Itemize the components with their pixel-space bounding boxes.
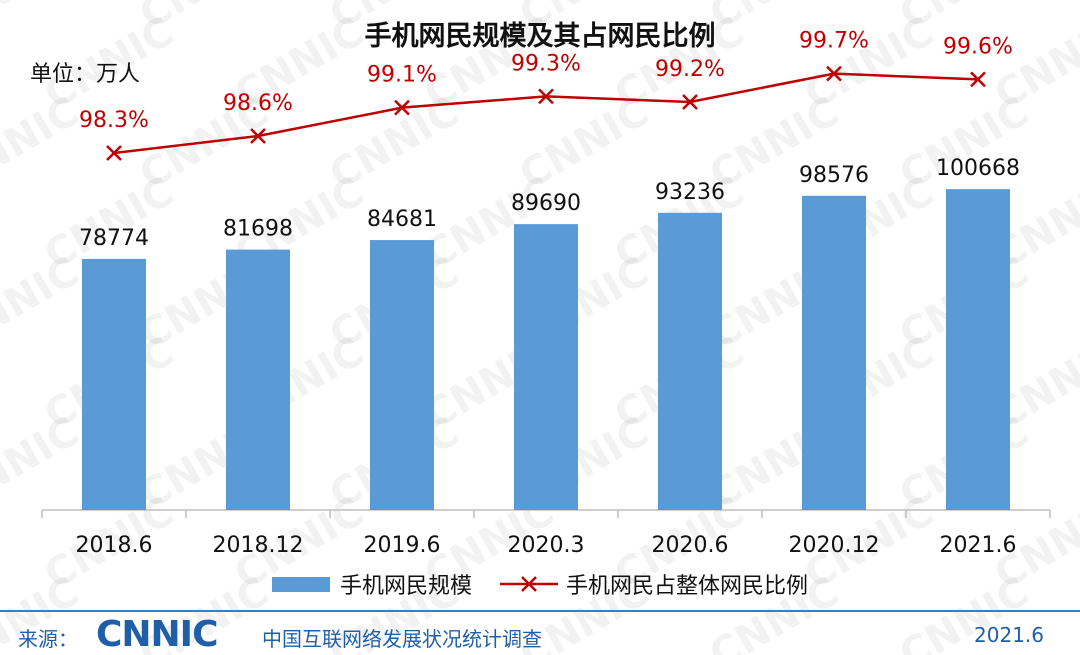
bar-2021.6 [946, 189, 1010, 511]
bar-2019.6 [370, 240, 434, 510]
bar-value-label: 100668 [936, 156, 1020, 181]
bar-value-label: 89690 [511, 191, 581, 216]
ratio-value-label: 99.7% [799, 29, 869, 54]
ratio-value-label: 99.3% [511, 51, 581, 76]
bar-value-label: 98576 [799, 163, 869, 188]
ratio-value-label: 98.6% [223, 91, 293, 116]
cnnic-logo: CNNIC [96, 614, 218, 655]
footer-divider [0, 610, 1080, 612]
x-tick-label: 2020.12 [789, 533, 880, 558]
x-tick-label: 2019.6 [364, 533, 441, 558]
bar-value-label: 93236 [655, 180, 725, 205]
legend-bar-swatch [271, 576, 330, 592]
legend-item-bar: 手机网民规模 [271, 568, 472, 600]
ratio-marker [538, 88, 554, 105]
unit-label: 单位：万人 [30, 62, 141, 87]
footer-source-name: 中国互联网络发展状况统计调查 [262, 627, 542, 651]
bar-value-label: 81698 [223, 217, 293, 242]
chart-plot: 78774 2018.6 81698 2018.12 84681 2019.6 89690 2… [41, 29, 1051, 558]
bar-2020.3 [514, 224, 578, 510]
legend-line-swatch [500, 576, 558, 592]
footer-source-label: 来源： [18, 627, 78, 651]
legend-item-line: 手机网民占整体网民比例 [472, 568, 808, 600]
legend-label-line: 手机网民占整体网民比例 [566, 574, 809, 599]
ratio-marker [682, 94, 698, 110]
x-tick-label: 2020.6 [652, 533, 729, 558]
bar-2020.12 [802, 195, 866, 510]
x-tick-label: 2018.6 [76, 533, 153, 558]
footer-date: 2021.6 [974, 623, 1044, 647]
legend-label-bar: 手机网民规模 [339, 574, 472, 599]
chart-legend: 手机网民规模 手机网民占整体网民比例 [0, 568, 1080, 600]
bar-value-label: 84681 [367, 207, 437, 232]
ratio-marker [970, 71, 986, 88]
bar-2020.6 [658, 212, 722, 511]
ratio-marker [250, 128, 266, 144]
bar-value-label: 78774 [79, 226, 149, 251]
bar-2018.12 [226, 249, 290, 510]
chart-title: 手机网民规模及其占网民比例 [364, 21, 716, 52]
bar-2018.6 [82, 258, 146, 510]
ratio-value-label: 99.2% [655, 57, 725, 82]
ratio-marker [826, 65, 842, 82]
footer: 来源： CNNIC 中国互联网络发展状况统计调查 2021.6 [0, 614, 1080, 655]
ratio-value-label: 99.1% [367, 63, 437, 88]
ratio-marker [394, 99, 410, 116]
x-tick-label: 2020.3 [508, 533, 585, 558]
ratio-marker [106, 145, 122, 161]
x-tick-label: 2021.6 [940, 533, 1017, 558]
ratio-value-label: 98.3% [79, 108, 149, 133]
x-tick-label: 2018.12 [213, 533, 304, 558]
ratio-value-label: 99.6% [943, 34, 1013, 59]
